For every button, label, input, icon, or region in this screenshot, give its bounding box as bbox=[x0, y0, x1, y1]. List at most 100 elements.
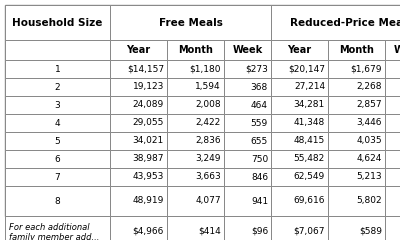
Bar bbox=[5, 168, 110, 186]
Text: 1: 1 bbox=[55, 65, 60, 73]
Bar bbox=[385, 60, 400, 78]
Text: 19,123: 19,123 bbox=[133, 83, 164, 91]
Bar bbox=[328, 114, 385, 132]
Text: 43,953: 43,953 bbox=[133, 173, 164, 181]
Text: 38,987: 38,987 bbox=[132, 155, 164, 163]
Text: 750: 750 bbox=[251, 155, 268, 163]
Bar bbox=[167, 150, 224, 168]
Text: 4: 4 bbox=[55, 119, 60, 127]
Bar bbox=[224, 150, 271, 168]
Bar bbox=[385, 132, 400, 150]
Bar bbox=[5, 114, 110, 132]
Text: 5: 5 bbox=[55, 137, 60, 145]
Bar bbox=[385, 186, 400, 216]
Bar bbox=[224, 60, 271, 78]
Bar bbox=[167, 168, 224, 186]
Text: family member add...: family member add... bbox=[9, 233, 99, 240]
Text: 2,268: 2,268 bbox=[356, 83, 382, 91]
Text: $96: $96 bbox=[251, 227, 268, 235]
Text: 8: 8 bbox=[55, 197, 60, 205]
Bar bbox=[110, 40, 167, 60]
Bar bbox=[167, 40, 224, 60]
Bar bbox=[271, 96, 328, 114]
Bar bbox=[328, 150, 385, 168]
Bar bbox=[328, 60, 385, 78]
Text: 2,836: 2,836 bbox=[195, 137, 221, 145]
Text: $589: $589 bbox=[359, 227, 382, 235]
Bar bbox=[271, 186, 328, 216]
Text: 3: 3 bbox=[55, 101, 60, 109]
Text: Free Meals: Free Meals bbox=[158, 18, 222, 28]
Text: 3,663: 3,663 bbox=[195, 173, 221, 181]
Bar bbox=[328, 132, 385, 150]
Text: Week: Week bbox=[393, 45, 400, 55]
Text: 62,549: 62,549 bbox=[294, 173, 325, 181]
Text: Year: Year bbox=[126, 45, 150, 55]
Text: 368: 368 bbox=[251, 83, 268, 91]
Bar bbox=[328, 168, 385, 186]
Bar bbox=[5, 186, 110, 216]
Bar bbox=[5, 96, 110, 114]
Text: 55,482: 55,482 bbox=[294, 155, 325, 163]
Text: $20,147: $20,147 bbox=[288, 65, 325, 73]
Text: $4,966: $4,966 bbox=[133, 227, 164, 235]
Bar bbox=[271, 168, 328, 186]
Text: 464: 464 bbox=[251, 101, 268, 109]
Bar bbox=[271, 114, 328, 132]
Text: 2,857: 2,857 bbox=[356, 101, 382, 109]
Bar bbox=[110, 132, 167, 150]
Bar bbox=[167, 132, 224, 150]
Bar bbox=[224, 132, 271, 150]
Text: 4,077: 4,077 bbox=[195, 197, 221, 205]
Text: 2,008: 2,008 bbox=[195, 101, 221, 109]
Bar bbox=[5, 60, 110, 78]
Bar bbox=[110, 186, 167, 216]
Bar bbox=[110, 5, 271, 40]
Bar bbox=[5, 40, 110, 60]
Text: 6: 6 bbox=[55, 155, 60, 163]
Bar bbox=[110, 150, 167, 168]
Bar bbox=[271, 5, 400, 40]
Bar bbox=[385, 114, 400, 132]
Text: 24,089: 24,089 bbox=[133, 101, 164, 109]
Text: 27,214: 27,214 bbox=[294, 83, 325, 91]
Bar bbox=[110, 216, 167, 240]
Text: 5,802: 5,802 bbox=[356, 197, 382, 205]
Text: 7: 7 bbox=[55, 173, 60, 181]
Bar bbox=[167, 114, 224, 132]
Text: Month: Month bbox=[339, 45, 374, 55]
Bar bbox=[271, 150, 328, 168]
Bar bbox=[328, 216, 385, 240]
Text: For each additional: For each additional bbox=[9, 222, 90, 232]
Bar bbox=[271, 78, 328, 96]
Text: $273: $273 bbox=[245, 65, 268, 73]
Text: 3,446: 3,446 bbox=[356, 119, 382, 127]
Text: 34,021: 34,021 bbox=[133, 137, 164, 145]
Bar bbox=[271, 40, 328, 60]
Bar bbox=[167, 186, 224, 216]
Text: Month: Month bbox=[178, 45, 213, 55]
Bar bbox=[271, 216, 328, 240]
Text: 4,035: 4,035 bbox=[356, 137, 382, 145]
Text: Reduced-Price Meals: Reduced-Price Meals bbox=[290, 18, 400, 28]
Bar bbox=[5, 132, 110, 150]
Bar bbox=[224, 216, 271, 240]
Bar bbox=[224, 40, 271, 60]
Text: 655: 655 bbox=[251, 137, 268, 145]
Bar bbox=[224, 186, 271, 216]
Text: 846: 846 bbox=[251, 173, 268, 181]
Bar bbox=[224, 96, 271, 114]
Bar bbox=[5, 78, 110, 96]
Bar bbox=[385, 78, 400, 96]
Text: Week: Week bbox=[232, 45, 263, 55]
Text: $7,067: $7,067 bbox=[294, 227, 325, 235]
Text: 2,422: 2,422 bbox=[196, 119, 221, 127]
Bar bbox=[385, 150, 400, 168]
Bar bbox=[271, 60, 328, 78]
Text: 48,415: 48,415 bbox=[294, 137, 325, 145]
Bar bbox=[385, 96, 400, 114]
Bar bbox=[110, 60, 167, 78]
Text: $14,157: $14,157 bbox=[127, 65, 164, 73]
Text: 941: 941 bbox=[251, 197, 268, 205]
Bar bbox=[5, 5, 110, 40]
